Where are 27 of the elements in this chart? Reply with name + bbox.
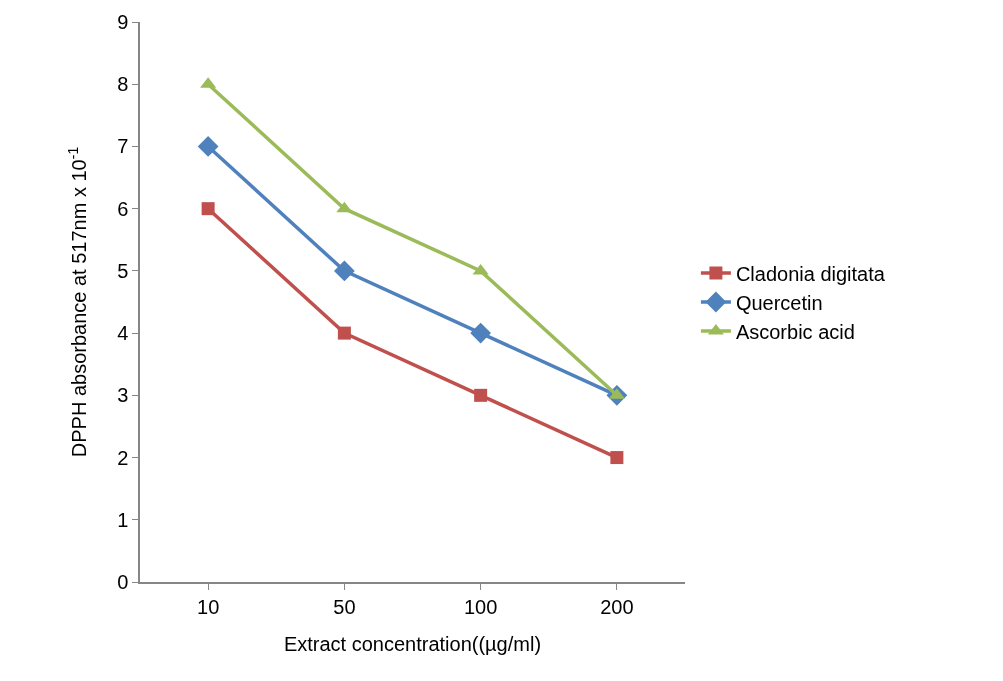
legend-label: Quercetin — [735, 291, 823, 314]
x-tick-label: 100 — [463, 595, 498, 618]
point — [333, 260, 355, 282]
y-tick-label: 4 — [117, 322, 129, 345]
point — [472, 263, 489, 275]
y-tick-label: 0 — [117, 571, 129, 593]
y-tick-label: 2 — [117, 446, 129, 469]
point — [337, 326, 351, 340]
legend-label: Cladonia digitata — [735, 262, 886, 285]
x-tick-label: 50 — [333, 595, 356, 618]
y-tick-label: 8 — [117, 73, 129, 96]
point — [197, 136, 219, 157]
point — [610, 451, 624, 465]
y-tick-label: 3 — [117, 384, 129, 407]
point — [470, 322, 492, 344]
y-tick-label: 5 — [117, 259, 129, 282]
x-tick-label: 10 — [197, 595, 220, 618]
x-tick-label: 200 — [600, 595, 634, 618]
legend-label: Ascorbic acid — [735, 320, 855, 343]
y-tick-label: 9 — [117, 11, 129, 33]
y-tick-label: 6 — [117, 197, 129, 220]
point — [201, 202, 215, 216]
y-tick-label: 7 — [117, 135, 129, 158]
point — [474, 388, 488, 402]
x-axis-title: Extract concentration((µg/ml) — [283, 632, 542, 655]
point — [336, 201, 353, 213]
y-tick-label: 1 — [117, 508, 129, 531]
